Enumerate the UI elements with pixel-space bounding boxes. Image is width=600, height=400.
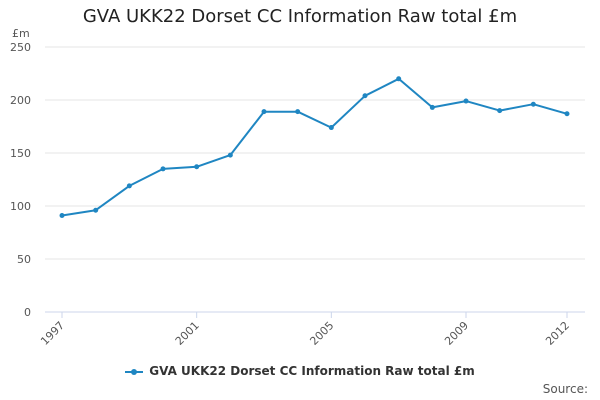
y-tick-label: 200 — [10, 94, 31, 107]
axes: 0 50 100 150 200 250 1997 2001 2005 2009 2012 — [10, 41, 572, 348]
y-axis-unit-label: £m — [12, 27, 30, 40]
y-tick-label: 0 — [24, 306, 31, 319]
y-tick-label: 150 — [10, 147, 31, 160]
source-label: Source: — [542, 382, 588, 396]
x-tick-label: 2012 — [543, 319, 572, 348]
legend-label: GVA UKK22 Dorset CC Information Raw tota… — [149, 364, 475, 378]
data-point[interactable] — [295, 109, 301, 115]
data-point[interactable] — [564, 111, 570, 117]
series-line — [61, 77, 568, 217]
y-tick-label: 250 — [10, 41, 31, 54]
data-point[interactable] — [497, 108, 503, 114]
data-point[interactable] — [463, 98, 469, 104]
x-tick-label: 2005 — [307, 319, 336, 348]
x-tick-label: 2001 — [173, 319, 202, 348]
legend-swatch — [125, 368, 144, 375]
data-point[interactable] — [194, 164, 200, 170]
y-tick-label: 100 — [10, 200, 31, 213]
grid-lines — [45, 46, 585, 313]
legend-marker-icon — [131, 368, 138, 375]
data-point[interactable] — [396, 76, 402, 82]
data-point[interactable] — [160, 166, 166, 172]
data-point[interactable] — [59, 213, 65, 219]
data-point[interactable] — [93, 207, 99, 213]
x-tick-label: 2009 — [442, 319, 471, 348]
data-point[interactable] — [126, 183, 132, 189]
data-point[interactable] — [261, 109, 267, 115]
data-point[interactable] — [328, 125, 334, 131]
legend[interactable]: GVA UKK22 Dorset CC Information Raw tota… — [0, 364, 600, 378]
data-point[interactable] — [429, 104, 435, 110]
x-tick-label: 1997 — [38, 319, 67, 348]
series-layer — [59, 76, 570, 219]
y-tick-label: 50 — [17, 253, 31, 266]
data-point[interactable] — [530, 101, 536, 107]
chart-title: GVA UKK22 Dorset CC Information Raw tota… — [82, 6, 518, 27]
data-point[interactable] — [362, 93, 368, 99]
data-point[interactable] — [227, 152, 233, 158]
